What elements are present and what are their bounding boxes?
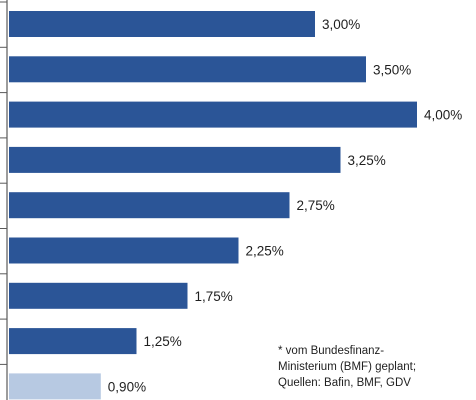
bar-4 [9, 146, 341, 173]
source-note-line-3: Quellen: Bafin, BMF, GDV [278, 377, 411, 389]
source-note-line-1: * vom Bundesfinanz- [278, 345, 384, 357]
bars-group [9, 11, 417, 400]
value-label-7: 1,75% [195, 289, 233, 304]
value-label-2: 3,50% [373, 62, 411, 77]
bar-8 [9, 328, 137, 355]
bar-7 [9, 282, 188, 309]
value-label-6: 2,25% [246, 244, 284, 259]
value-label-9: 0,90% [108, 379, 146, 394]
bar-2 [9, 56, 366, 83]
bar-6 [9, 237, 239, 264]
value-label-5: 2,75% [297, 198, 335, 213]
source-note-line-2: Ministerium (BMF) geplant; [278, 361, 416, 373]
bar-3 [9, 101, 417, 128]
value-label-8: 1,25% [144, 334, 182, 349]
value-label-1: 3,00% [322, 17, 360, 32]
bar-5 [9, 192, 290, 219]
value-label-4: 3,25% [348, 153, 386, 168]
bar-9 [9, 373, 101, 400]
source-note: * vom Bundesfinanz- Ministerium (BMF) ge… [278, 345, 416, 389]
value-label-3: 4,00% [424, 108, 462, 123]
value-labels-group: 3,00% 3,50% 4,00% 3,25% 2,75% 2,25% 1,75% 1,25%… [108, 17, 462, 394]
bar-1 [9, 11, 315, 37]
y-axis [0, 0, 8, 400]
